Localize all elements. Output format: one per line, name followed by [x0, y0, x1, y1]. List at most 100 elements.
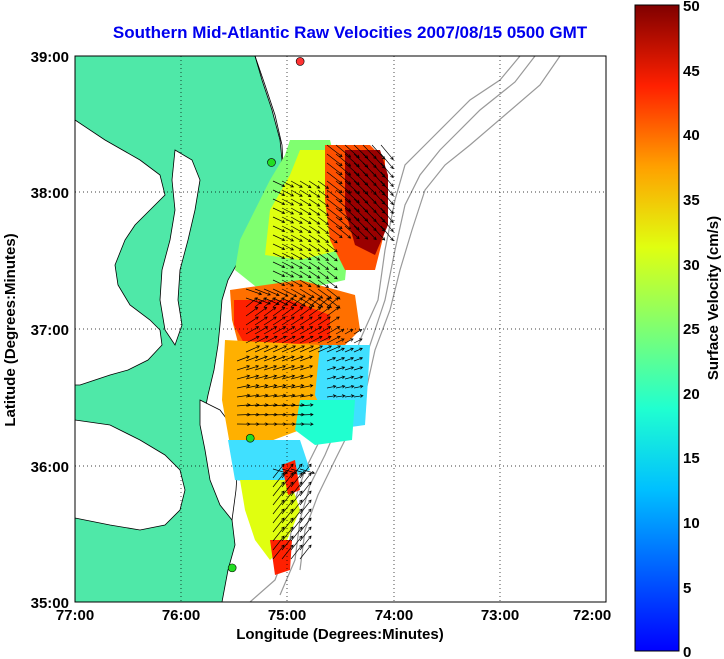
velocity-arrow: [254, 335, 269, 344]
velocity-arrow: [290, 306, 304, 317]
velocity-arrow: [326, 216, 343, 230]
velocity-arrow: [281, 335, 296, 344]
velocity-arrow: [326, 225, 343, 239]
velocity-arrow: [317, 234, 330, 243]
velocity-arrow: [272, 365, 287, 371]
velocity-arrow: [263, 326, 278, 335]
velocity-arrow: [326, 180, 343, 194]
velocity-arrow: [371, 153, 386, 169]
velocity-arrow: [317, 216, 330, 225]
velocity-arrow: [281, 234, 295, 242]
velocity-arrow: [254, 297, 267, 308]
velocity-arrow: [353, 394, 364, 398]
colorbar-label: Surface Velocity (cm/s): [705, 216, 722, 380]
velocity-arrow: [326, 153, 343, 167]
velocity-arrow: [308, 207, 321, 216]
velocity-arrow: [254, 374, 269, 380]
velocity-arrow: [353, 162, 369, 177]
velocity-arrow: [317, 316, 331, 326]
velocity-arrow: [344, 329, 354, 335]
velocity-arrow: [290, 252, 303, 260]
velocity-arrow: [308, 216, 321, 225]
colorbar-tick: 15: [683, 450, 700, 467]
velocity-arrow: [308, 297, 321, 308]
velocity-arrow: [299, 243, 312, 252]
velocity-arrow: [272, 526, 285, 542]
velocity-arrow: [344, 225, 360, 240]
y-tick-label: 39:00: [31, 49, 69, 66]
velocity-arrow: [317, 326, 332, 335]
colorbar: 50 45 40 35 30 25 20 15 10 5 0 Surface V…: [634, 0, 722, 659]
velocity-arrow: [254, 306, 268, 317]
velocity-arrow: [326, 345, 342, 353]
velocity-arrow: [299, 279, 312, 288]
velocity-arrow: [380, 153, 394, 170]
velocity-arrow: [326, 316, 340, 326]
velocity-arrow: [371, 180, 386, 196]
velocity-arrow: [263, 288, 280, 297]
velocity-arrow: [263, 306, 277, 317]
velocity-arrow: [308, 288, 324, 299]
velocity-arrow: [281, 270, 295, 278]
velocity-arrow: [290, 216, 303, 224]
colorbar-tick: 20: [683, 386, 700, 403]
velocity-arrow: [236, 365, 251, 371]
velocity-arrow: [353, 366, 364, 371]
velocity-arrow: [299, 393, 314, 398]
velocity-arrow: [308, 270, 321, 279]
velocity-arrow: [272, 207, 286, 215]
velocity-arrow: [290, 198, 303, 206]
velocity-arrow: [335, 171, 352, 185]
station-marker: [295, 57, 305, 66]
velocity-arrow: [308, 297, 324, 308]
velocity-arrow: [281, 288, 298, 297]
colorbar-tick: 5: [683, 580, 691, 597]
velocity-arrow: [281, 345, 297, 353]
velocity-arrow: [380, 207, 394, 224]
velocity-arrow: [290, 365, 305, 371]
velocity-arrow: [326, 261, 338, 271]
velocity-arrows: [236, 144, 394, 560]
velocity-arrow: [299, 261, 312, 270]
velocity-arrow: [263, 412, 278, 417]
velocity-arrow: [254, 365, 269, 371]
velocity-arrow: [272, 243, 286, 251]
velocity-arrow: [317, 207, 330, 216]
velocity-arrow: [326, 279, 338, 289]
velocity-arrow: [308, 180, 321, 189]
velocity-arrow: [344, 375, 355, 380]
velocity-arrow: [272, 335, 287, 344]
velocity-arrow: [299, 216, 312, 225]
velocity-arrow: [272, 499, 285, 515]
velocity-arrow: [326, 335, 341, 344]
velocity-arrow: [290, 288, 306, 298]
velocity-arrow: [317, 335, 332, 344]
velocity-arrow: [371, 171, 386, 187]
velocity-arrow: [245, 412, 260, 417]
x-tick-label: 74:00: [375, 607, 413, 624]
velocity-arrow: [299, 544, 312, 560]
velocity-arrow: [290, 279, 303, 287]
velocity-arrow: [344, 394, 355, 398]
x-tick-label: 72:00: [573, 607, 611, 624]
velocity-arrow: [380, 180, 394, 197]
velocity-arrow: [344, 347, 354, 353]
velocity-arrow: [308, 234, 321, 243]
velocity-arrow: [290, 384, 305, 389]
velocity-arrow: [335, 225, 352, 239]
velocity-arrow: [272, 384, 287, 389]
chart-title: Southern Mid-Atlantic Raw Velocities 200…: [112, 23, 588, 42]
grid: [75, 56, 606, 602]
velocity-arrow: [272, 252, 286, 260]
velocity-arrow: [290, 326, 305, 335]
velocity-arrow: [272, 306, 286, 317]
velocity-arrow: [299, 468, 316, 475]
velocity-arrow: [353, 329, 363, 335]
velocity-arrow: [335, 329, 345, 335]
velocity-arrow: [245, 326, 260, 335]
velocity-arrow: [317, 243, 330, 252]
velocity-arrow: [335, 162, 352, 176]
velocity-arrow: [308, 243, 321, 252]
velocity-arrow: [380, 216, 394, 233]
velocity-arrow: [272, 393, 287, 398]
